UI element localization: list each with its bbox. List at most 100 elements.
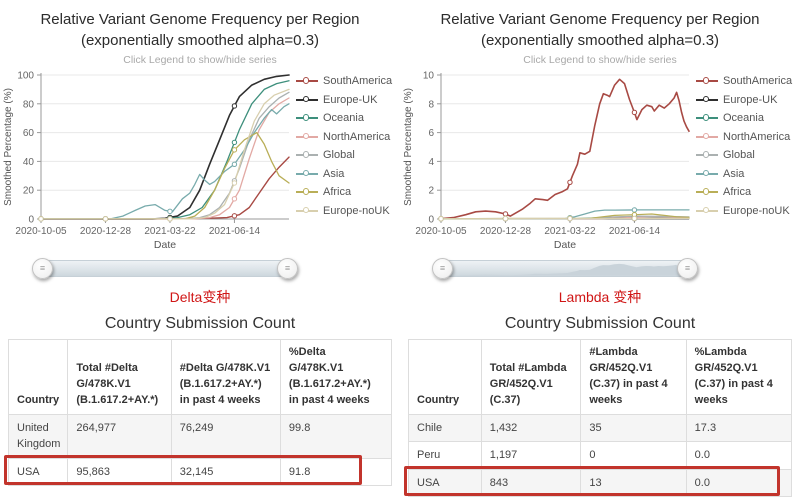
chart-legend: SouthAmerica Europe-UK Oceania NorthAmerica… [696,67,798,253]
svg-text:20: 20 [23,186,35,197]
table-cell: 1,197 [480,441,582,470]
svg-text:2021-03-22: 2021-03-22 [544,226,596,237]
legend-item-label: Europe-noUK [323,204,390,217]
table-header-cell: #Delta G/478K.V1 (B.1.617.2+AY.*) in pas… [170,339,281,415]
table-cell: United Kingdom [7,413,69,459]
legend-item-label: NorthAmerica [723,130,791,143]
table-row: United Kingdom 264,977 76,249 99.8 [7,413,393,459]
delta-panel: Relative Variant Genome Frequency per Re… [0,0,400,487]
legend-series-marker-icon [696,114,718,123]
legend-item-europe-uk[interactable]: Europe-UK [296,91,398,110]
legend-item-label: Asia [323,167,345,180]
slider-right-handle-icon[interactable]: ≡ [677,258,698,279]
chart-legend: SouthAmerica Europe-UK Oceania NorthAmerica… [296,67,398,253]
lambda-frequency-chart[interactable]: 0 2 4 6 8 10 2020-10-05 2020-12-28 2021-03-22 202… [400,67,696,253]
table-title: Country Submission Count [104,315,296,332]
legend-item-global[interactable]: Global [296,146,398,165]
svg-text:4: 4 [428,157,434,168]
legend-series-marker-icon [696,188,718,197]
legend-item-europe-nouk[interactable]: Europe-noUK [696,202,798,221]
table-cell: Peru [408,441,482,470]
legend-item-global[interactable]: Global [696,146,798,165]
svg-text:6: 6 [428,128,434,139]
table-cell: 32,145 [170,457,281,487]
legend-item-label: Oceania [323,112,364,125]
table-cell: 99.8 [279,413,393,459]
legend-item-southamerica[interactable]: SouthAmerica [696,72,798,91]
svg-text:Smoothed Percentage (%): Smoothed Percentage (%) [3,88,14,206]
legend-item-europe-uk[interactable]: Europe-UK [696,91,798,110]
legend-item-africa[interactable]: Africa [296,183,398,202]
legend-series-marker-icon [696,151,718,160]
legend-item-label: Oceania [723,112,764,125]
legend-item-northamerica[interactable]: NorthAmerica [696,128,798,147]
table-cell: Chile [408,413,482,443]
chart-title-line1: Relative Variant Genome Frequency per Re… [40,11,360,28]
slider-right-handle-icon[interactable]: ≡ [277,258,298,279]
table-cell: USA [408,468,482,497]
table-header-cell: Country [7,339,69,415]
legend-item-label: Africa [723,186,752,199]
table-cell: USA [7,457,69,487]
legend-item-label: Global [723,149,755,162]
chart-title: Relative Variant Genome Frequency per Re… [0,9,400,51]
table-cell: 1,432 [480,413,582,443]
lambda-submission-table: Country Total #Lambda GR/452Q.V1 (C.37) #L… [408,339,793,497]
table-cell: 91.8 [279,457,393,487]
legend-item-africa[interactable]: Africa [696,183,798,202]
legend-series-marker-icon [696,77,718,86]
slider-data-preview [442,263,688,276]
svg-text:2020-12-28: 2020-12-28 [480,226,532,237]
table-row: USA 843 13 0.0 [408,468,793,497]
table-cell: 95,863 [67,457,172,487]
legend-item-label: Europe-noUK [723,204,790,217]
legend-series-marker-icon [296,151,318,160]
submission-table-wrapper: Country Total #Delta G/478K.V1 (B.1.617.2… [4,339,393,487]
legend-item-oceania[interactable]: Oceania [296,109,398,128]
svg-text:2021-03-22: 2021-03-22 [144,226,196,237]
legend-series-marker-icon [296,169,318,178]
submission-table-wrapper: Country Total #Lambda GR/452Q.V1 (C.37) #L… [404,339,793,497]
delta-frequency-chart[interactable]: 0 20 40 60 80 100 2020-10-05 2020-12-28 2021-03-… [0,67,296,253]
svg-text:80: 80 [23,99,35,110]
table-header-cell: Total #Lambda GR/452Q.V1 (C.37) [480,339,582,415]
date-range-slider[interactable]: ≡ ≡ [32,258,298,279]
table-header-row: Country Total #Lambda GR/452Q.V1 (C.37) #L… [408,339,793,415]
legend-series-marker-icon [296,132,318,141]
table-cell: 13 [580,468,687,497]
svg-text:0: 0 [28,215,34,226]
variant-name-label: Delta变种 [169,289,231,305]
legend-item-oceania[interactable]: Oceania [696,109,798,128]
slider-left-handle-icon[interactable]: ≡ [432,258,453,279]
table-header-cell: %Lambda GR/452Q.V1 (C.37) in past 4 week… [685,339,793,415]
chart-row: 0 20 40 60 80 100 2020-10-05 2020-12-28 2021-03-… [0,67,400,253]
date-range-slider[interactable]: ≡ ≡ [432,258,698,279]
svg-text:0: 0 [428,215,434,226]
legend-series-marker-icon [296,188,318,197]
slider-left-handle-icon[interactable]: ≡ [32,258,53,279]
chart-title-line1: Relative Variant Genome Frequency per Re… [440,11,760,28]
delta-submission-table: Country Total #Delta G/478K.V1 (B.1.617.2… [7,339,393,487]
legend-item-northamerica[interactable]: NorthAmerica [296,128,398,147]
table-cell: 0 [580,441,687,470]
table-row: Chile 1,432 35 17.3 [408,413,793,443]
chart-title: Relative Variant Genome Frequency per Re… [400,9,800,51]
table-title: Country Submission Count [504,315,696,332]
legend-series-marker-icon [296,114,318,123]
chart-title-line2: (exponentially smoothed alpha=0.3) [480,32,720,49]
svg-text:100: 100 [17,71,34,82]
legend-series-marker-icon [296,206,318,215]
legend-item-asia[interactable]: Asia [696,165,798,184]
legend-item-label: Global [323,149,355,162]
legend-item-southamerica[interactable]: SouthAmerica [296,72,398,91]
table-row: Peru 1,197 0 0.0 [408,441,793,470]
svg-text:2: 2 [428,186,434,197]
legend-item-europe-nouk[interactable]: Europe-noUK [296,202,398,221]
table-header-cell: Total #Delta G/478K.V1 (B.1.617.2+AY.*) [67,339,172,415]
table-cell: 76,249 [170,413,281,459]
legend-series-marker-icon [696,95,718,104]
legend-item-asia[interactable]: Asia [296,165,398,184]
svg-text:2020-10-05: 2020-10-05 [15,226,67,237]
chart-subtitle: Click Legend to show/hide series [123,54,277,66]
legend-item-label: Asia [723,167,745,180]
